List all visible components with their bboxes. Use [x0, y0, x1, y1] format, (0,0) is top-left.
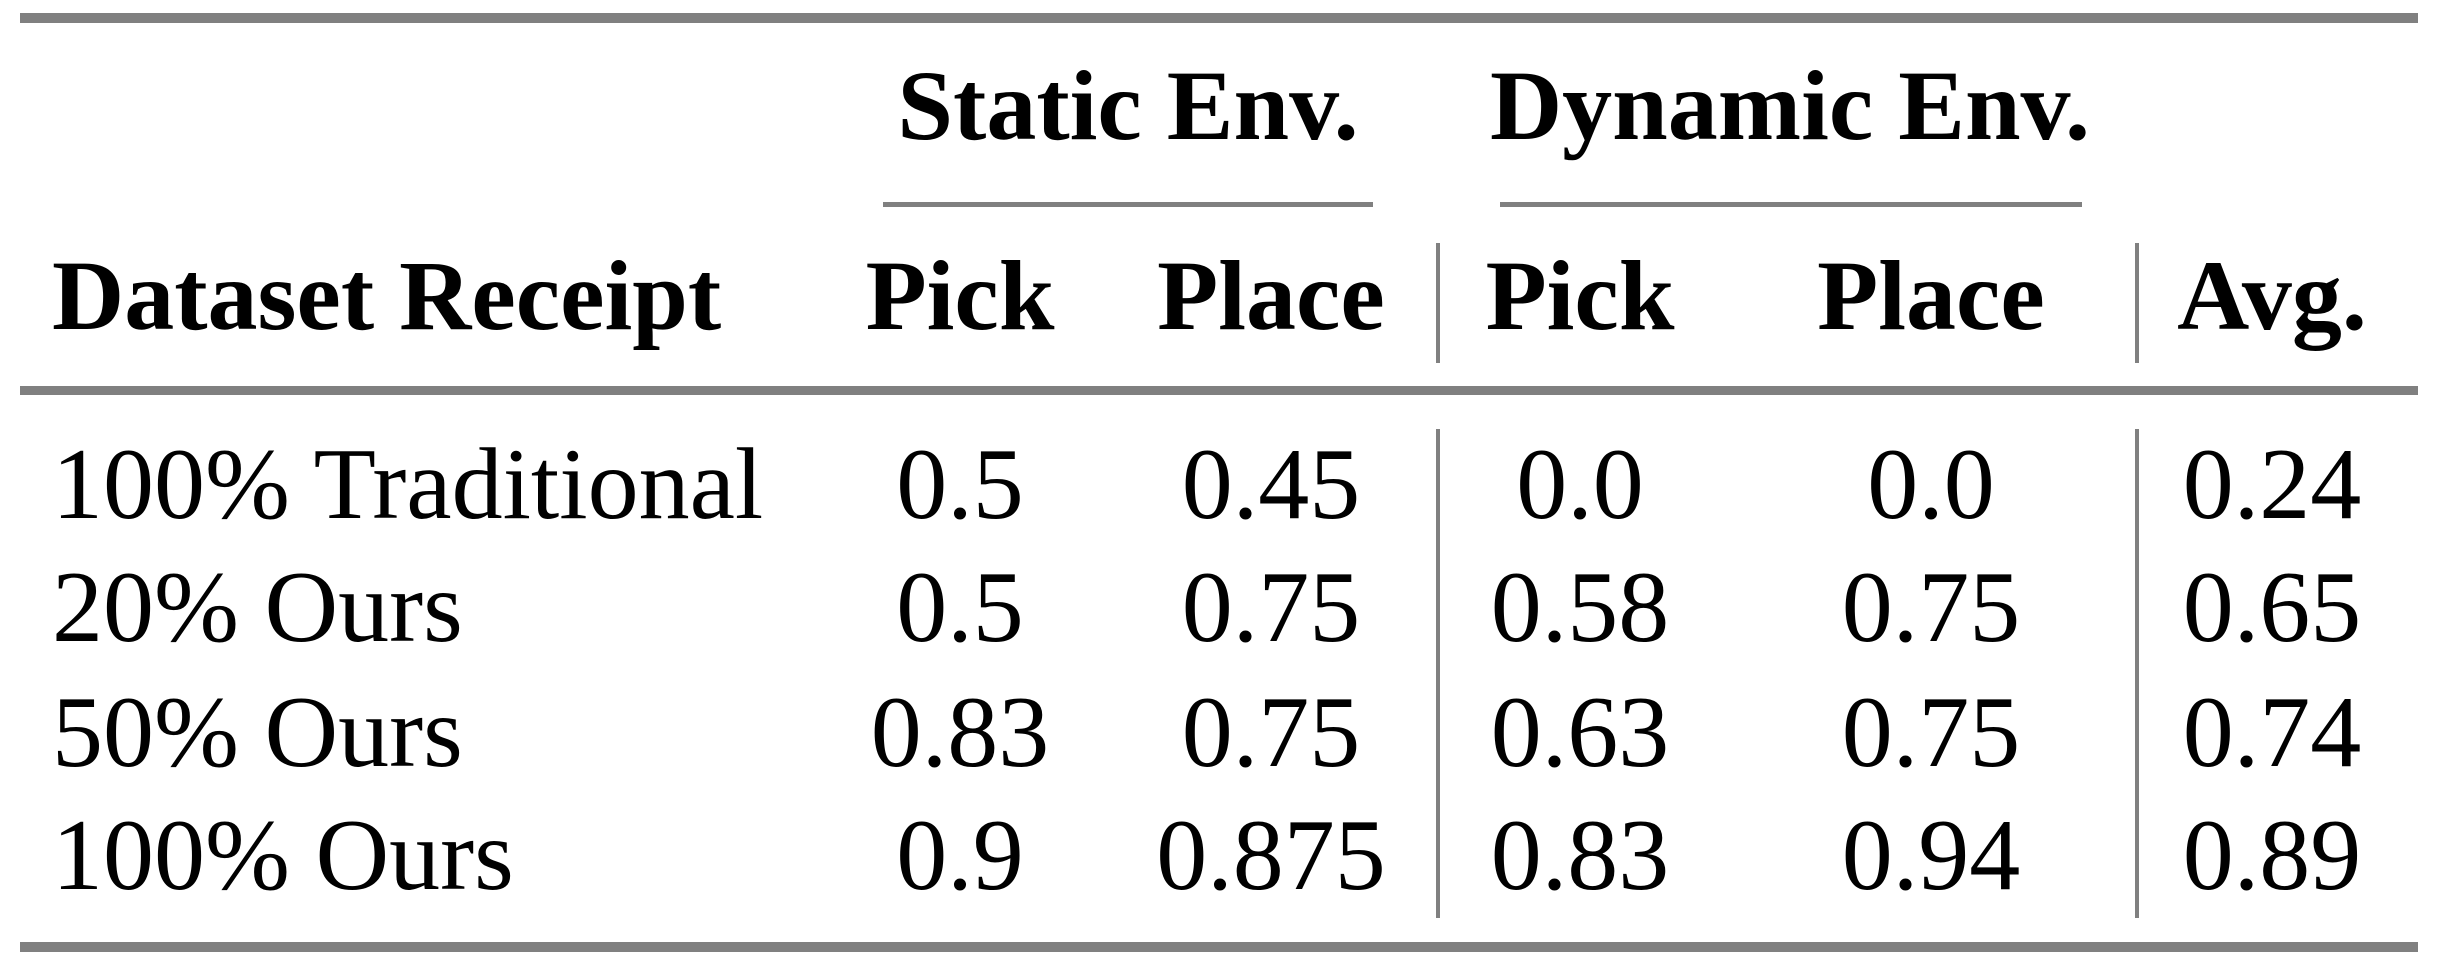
row-label: 50% Ours	[52, 676, 463, 789]
column-header-static-pick: Pick	[865, 240, 1055, 351]
value-static-place: 0.45	[1181, 428, 1361, 541]
column-header-avg: Avg.	[2177, 240, 2367, 351]
value-static-pick: 0.5	[896, 428, 1024, 541]
value-avg: 0.89	[2182, 799, 2362, 912]
value-dynamic-place: 0.0	[1867, 428, 1995, 541]
value-dynamic-place: 0.75	[1841, 676, 2021, 789]
table-bottom-rule	[20, 942, 2418, 952]
value-static-place: 0.875	[1156, 799, 1386, 912]
row-label: 100% Traditional	[52, 428, 764, 541]
row-label: 20% Ours	[52, 551, 463, 664]
separator-static-dynamic-header	[1436, 243, 1440, 363]
value-avg: 0.24	[2182, 428, 2362, 541]
table-top-rule	[20, 13, 2418, 23]
column-header-dynamic-pick: Pick	[1485, 240, 1675, 351]
column-header-dataset-receipt: Dataset Receipt	[52, 240, 722, 351]
separator-dynamic-avg-header	[2135, 243, 2139, 363]
value-dynamic-pick: 0.0	[1516, 428, 1644, 541]
column-header-dynamic-place: Place	[1817, 240, 2045, 351]
row-label: 100% Ours	[52, 799, 514, 912]
table-header-rule	[20, 386, 2418, 395]
static-env-underline-rule	[883, 202, 1373, 207]
separator-dynamic-avg-body	[2135, 429, 2139, 918]
value-dynamic-place: 0.94	[1841, 799, 2021, 912]
group-header-static-env: Static Env.	[897, 50, 1359, 161]
value-avg: 0.65	[2182, 551, 2362, 664]
value-static-place: 0.75	[1181, 676, 1361, 789]
column-header-static-place: Place	[1157, 240, 1385, 351]
value-static-pick: 0.5	[896, 551, 1024, 664]
dynamic-env-underline-rule	[1500, 202, 2082, 207]
value-static-pick: 0.9	[896, 799, 1024, 912]
value-dynamic-place: 0.75	[1841, 551, 2021, 664]
value-avg: 0.74	[2182, 676, 2362, 789]
group-header-dynamic-env: Dynamic Env.	[1489, 50, 2091, 161]
value-static-pick: 0.83	[870, 676, 1050, 789]
separator-static-dynamic-body	[1436, 429, 1440, 918]
value-static-place: 0.75	[1181, 551, 1361, 664]
value-dynamic-pick: 0.58	[1490, 551, 1670, 664]
value-dynamic-pick: 0.83	[1490, 799, 1670, 912]
value-dynamic-pick: 0.63	[1490, 676, 1670, 789]
